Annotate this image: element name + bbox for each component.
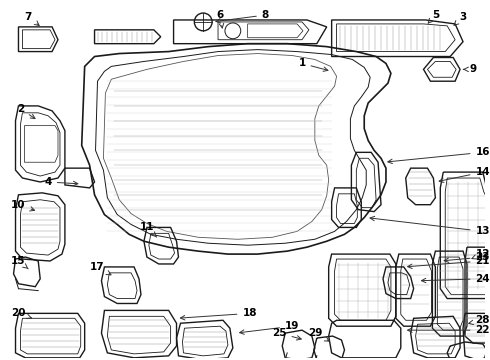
Text: 12: 12 [472, 249, 490, 259]
Text: 28: 28 [469, 315, 490, 325]
Text: 23: 23 [444, 252, 490, 262]
Text: 14: 14 [439, 167, 490, 183]
Text: 10: 10 [11, 200, 35, 211]
Text: 26: 26 [0, 359, 1, 360]
Text: 9: 9 [464, 64, 476, 75]
Text: 29: 29 [308, 328, 329, 341]
Text: 11: 11 [140, 222, 157, 237]
Text: 19: 19 [240, 321, 299, 334]
Text: 24: 24 [421, 274, 490, 284]
Text: 13: 13 [370, 216, 490, 237]
Text: 15: 15 [11, 256, 28, 269]
Text: 17: 17 [90, 262, 111, 275]
Text: 22: 22 [408, 325, 490, 335]
Text: 20: 20 [11, 309, 31, 319]
Text: 25: 25 [272, 328, 301, 340]
Text: 26: 26 [0, 359, 1, 360]
Text: 5: 5 [428, 10, 439, 23]
Text: 16: 16 [388, 147, 490, 163]
Text: 21: 21 [0, 359, 1, 360]
Text: 7: 7 [24, 12, 39, 26]
Text: 4: 4 [45, 177, 78, 187]
Text: 6: 6 [217, 10, 224, 28]
Text: 18: 18 [180, 309, 257, 320]
Text: 27: 27 [0, 359, 1, 360]
Text: 8: 8 [216, 10, 269, 23]
Text: 21: 21 [408, 256, 490, 269]
Text: 3: 3 [454, 12, 466, 25]
Text: 1: 1 [298, 58, 328, 71]
Text: 2: 2 [17, 104, 35, 118]
